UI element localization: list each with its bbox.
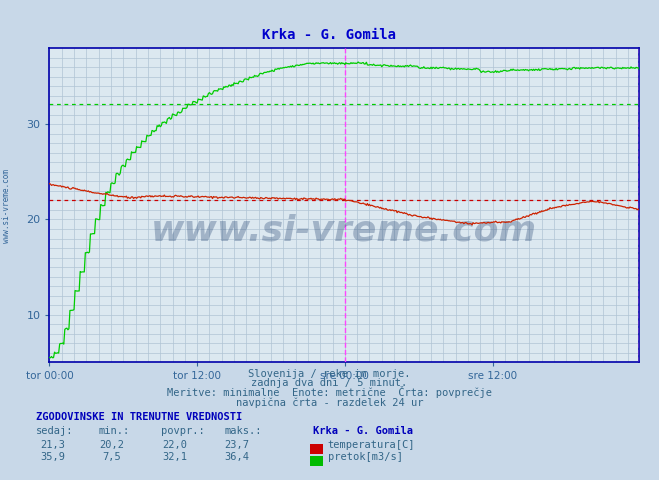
Text: povpr.:: povpr.: [161, 426, 205, 436]
Text: navpična črta - razdelek 24 ur: navpična črta - razdelek 24 ur [236, 397, 423, 408]
Text: min.:: min.: [99, 426, 130, 436]
Text: 7,5: 7,5 [103, 452, 121, 462]
Text: Slovenija / reke in morje.: Slovenija / reke in morje. [248, 369, 411, 379]
Text: 21,3: 21,3 [40, 440, 65, 450]
Text: www.si-vreme.com: www.si-vreme.com [152, 213, 537, 247]
Text: ZGODOVINSKE IN TRENUTNE VREDNOSTI: ZGODOVINSKE IN TRENUTNE VREDNOSTI [36, 412, 243, 422]
Text: Krka - G. Gomila: Krka - G. Gomila [262, 27, 397, 42]
Text: Meritve: minimalne  Enote: metrične  Črta: povprečje: Meritve: minimalne Enote: metrične Črta:… [167, 386, 492, 398]
Text: sedaj:: sedaj: [36, 426, 74, 436]
Text: maks.:: maks.: [224, 426, 262, 436]
Text: 23,7: 23,7 [225, 440, 250, 450]
Text: 20,2: 20,2 [100, 440, 125, 450]
Text: www.si-vreme.com: www.si-vreme.com [2, 169, 11, 243]
Text: 36,4: 36,4 [225, 452, 250, 462]
Text: pretok[m3/s]: pretok[m3/s] [328, 452, 403, 462]
Text: 35,9: 35,9 [40, 452, 65, 462]
Text: Krka - G. Gomila: Krka - G. Gomila [313, 426, 413, 436]
Text: 32,1: 32,1 [162, 452, 187, 462]
Text: 22,0: 22,0 [162, 440, 187, 450]
Text: temperatura[C]: temperatura[C] [328, 440, 415, 450]
Text: zadnja dva dni / 5 minut.: zadnja dva dni / 5 minut. [251, 378, 408, 388]
